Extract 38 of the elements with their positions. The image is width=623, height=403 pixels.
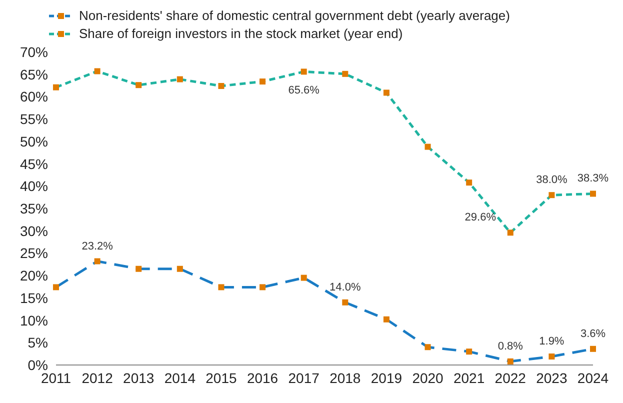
y-tick-label: 40%	[20, 178, 48, 194]
x-tick-label: 2013	[123, 370, 154, 386]
y-tick-label: 55%	[20, 111, 48, 128]
y-tick-label: 15%	[20, 290, 48, 306]
data-label: 3.6%	[580, 328, 606, 340]
x-tick-label: 2018	[330, 370, 361, 386]
y-tick-label: 70%	[20, 44, 48, 60]
data-label: 65.6%	[288, 84, 320, 97]
data-label: 14.0%	[330, 281, 361, 294]
y-tick-label: 5%	[28, 334, 48, 351]
y-tick-label: 65%	[20, 66, 48, 82]
x-tick-label: 2012	[82, 370, 114, 386]
data-label: 38.3%	[577, 172, 609, 185]
y-tick-label: 60%	[20, 88, 48, 105]
y-tick-label: 10%	[20, 312, 48, 328]
y-tick-label: 25%	[20, 245, 48, 262]
x-tick-label: 2022	[494, 370, 526, 386]
data-label: 23.2%	[82, 240, 114, 252]
y-tick-label: 30%	[20, 222, 48, 239]
data-label: 1.9%	[539, 336, 564, 348]
x-tick-label: 2014	[164, 370, 196, 386]
x-tick-label: 2019	[370, 370, 402, 386]
x-tick-label: 2015	[206, 370, 238, 386]
x-tick-label: 2016	[246, 370, 278, 386]
x-tick-label: 2021	[454, 370, 485, 386]
y-tick-label: 20%	[20, 268, 48, 284]
y-tick-label: 50%	[20, 133, 48, 150]
data-label: 29.6%	[464, 212, 496, 224]
data-label: 0.8%	[498, 340, 524, 352]
legend-label: Non-residents' share of domestic central government debt (yearly average)	[79, 8, 510, 23]
y-tick-label: 35%	[20, 200, 48, 216]
x-tick-label: 2024	[577, 370, 609, 386]
data-label: 38.0%	[536, 174, 568, 186]
x-tick-label: 2020	[412, 370, 444, 386]
y-tick-label: 45%	[20, 156, 48, 172]
legend-label: Share of foreign investors in the stock market (year end)	[79, 26, 403, 41]
x-tick-label: 2023	[536, 370, 568, 386]
x-tick-label: 2017	[288, 370, 320, 386]
